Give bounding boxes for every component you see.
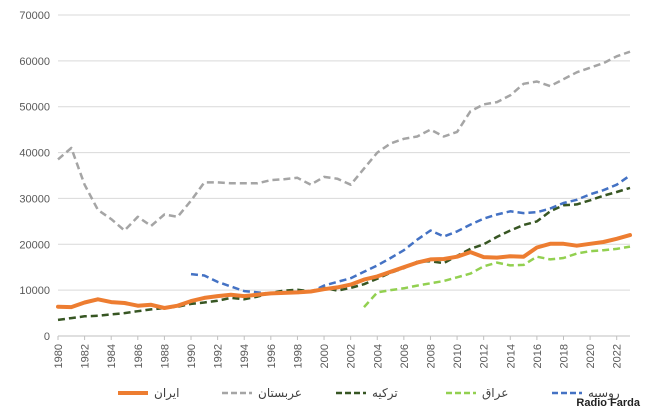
- x-tick-label: 2014: [505, 344, 517, 368]
- y-tick-label: 30000: [19, 193, 50, 205]
- series-line-3: [57, 186, 631, 322]
- x-axis-tick-labels: 1980 1982 1984 1986 1988 1990 1992 1994 1996 1998…: [53, 336, 624, 368]
- series-line-4: [363, 245, 631, 308]
- x-tick-label: 1986: [133, 344, 145, 368]
- legend-label: روسیه: [588, 386, 620, 401]
- legend-label: ایران: [154, 386, 179, 401]
- source-credit: Radio Farda: [576, 397, 640, 409]
- x-tick-label: 2006: [399, 344, 411, 368]
- x-tick-label: 2004: [372, 344, 384, 368]
- y-tick-label: 50000: [19, 102, 50, 114]
- x-tick-label: 1992: [213, 344, 225, 368]
- series-line-2: [57, 50, 631, 232]
- x-tick-label: 2008: [425, 344, 437, 368]
- legend-label: عربستان: [258, 386, 302, 401]
- legend-label: عراق: [482, 386, 508, 401]
- y-axis-tick-labels: 0 10000 20000 30000 40000 50000 60000 70000: [19, 10, 50, 343]
- x-tick-label: 1996: [266, 344, 278, 368]
- y-tick-label: 40000: [19, 148, 50, 160]
- x-tick-label: 1990: [186, 344, 198, 368]
- gridlines: [58, 14, 630, 337]
- x-tick-label: 2020: [585, 344, 597, 368]
- series-lines: [56, 50, 632, 322]
- y-tick-label: 20000: [19, 239, 50, 251]
- y-tick-label: 70000: [19, 10, 50, 22]
- legend: ایران عربستان ترکیه عراق روسیه: [118, 386, 620, 401]
- x-tick-label: 1994: [239, 344, 251, 368]
- y-tick-label: 60000: [19, 56, 50, 68]
- series-line-5: [190, 174, 631, 296]
- x-tick-label: 2022: [612, 344, 624, 368]
- x-tick-label: 2000: [319, 344, 331, 368]
- x-tick-label: 1982: [80, 344, 92, 368]
- x-tick-label: 1988: [159, 344, 171, 368]
- y-tick-label: 0: [44, 331, 50, 343]
- x-tick-label: 2010: [452, 344, 464, 368]
- x-tick-label: 2002: [346, 344, 358, 368]
- series-line-1: [56, 233, 632, 310]
- x-tick-label: 1998: [292, 344, 304, 368]
- x-tick-label: 2012: [479, 344, 491, 368]
- x-tick-label: 1984: [106, 344, 118, 368]
- y-tick-label: 10000: [19, 285, 50, 297]
- x-tick-label: 2018: [558, 344, 570, 368]
- x-tick-label: 2016: [532, 344, 544, 368]
- x-tick-label: 1980: [53, 344, 65, 368]
- legend-label: ترکیه: [372, 386, 398, 401]
